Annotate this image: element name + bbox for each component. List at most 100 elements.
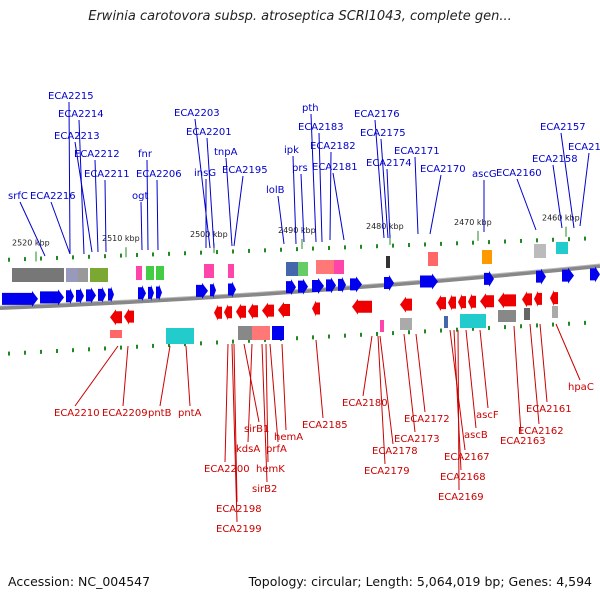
- reverse-gene-label: pntA: [178, 408, 202, 419]
- forward-gene-leader: [414, 156, 419, 235]
- scale-dot-upper: [152, 252, 154, 257]
- reverse-gene-label: ECA2163: [500, 436, 546, 447]
- annotation-block: [238, 326, 252, 340]
- reverse-gene-arrow: [352, 298, 372, 315]
- forward-gene-arrow: [138, 285, 146, 302]
- reverse-gene-leader: [74, 345, 119, 407]
- annotation-block: [90, 268, 108, 282]
- annotation-block: [12, 268, 64, 282]
- scale-dot-upper: [296, 247, 298, 252]
- forward-gene-arrow: [350, 276, 362, 293]
- annotation-block: [334, 260, 344, 274]
- scale-dot-upper: [520, 238, 522, 243]
- reverse-gene-arrow: [224, 304, 232, 321]
- scale-dot-upper: [584, 236, 586, 241]
- reverse-gene-leader: [465, 329, 477, 429]
- reverse-gene-leader: [479, 329, 489, 409]
- forward-gene-label: tnpA: [214, 147, 238, 158]
- forward-gene-arrow: [484, 270, 494, 287]
- forward-gene-arrow: [76, 287, 84, 304]
- reverse-gene-leader: [261, 343, 268, 483]
- scale-dot-lower: [152, 343, 154, 348]
- reverse-gene-arrow: [124, 308, 134, 325]
- scale-dot-upper: [8, 257, 10, 262]
- forward-gene-leader: [225, 157, 233, 247]
- scale-dot-upper: [344, 245, 346, 250]
- forward-gene-label: ECA2182: [310, 141, 356, 152]
- forward-gene-label: ECA2183: [298, 122, 344, 133]
- forward-gene-leader: [560, 132, 575, 229]
- reverse-gene-arrow: [498, 292, 516, 309]
- scale-dot-lower: [120, 345, 122, 350]
- scale-dot-upper: [232, 249, 234, 254]
- forward-gene-label: ECA2195: [222, 165, 268, 176]
- reverse-gene-arrow: [480, 293, 494, 310]
- reverse-gene-label: ECA2167: [444, 452, 490, 463]
- scale-dot-lower: [296, 336, 298, 341]
- scale-dot-upper: [264, 248, 266, 253]
- forward-gene-label: ECA2176: [354, 109, 400, 120]
- forward-gene-arrow: [2, 290, 38, 307]
- reverse-gene-arrow: [458, 294, 466, 311]
- reverse-gene-leader: [224, 343, 229, 463]
- scale-dot-upper: [280, 247, 282, 252]
- forward-gene-leader: [516, 178, 537, 231]
- forward-gene-label: ECA2156: [568, 142, 600, 153]
- forward-gene-leader: [74, 141, 93, 253]
- reverse-gene-leader: [122, 345, 129, 407]
- reverse-gene-leader: [315, 339, 324, 419]
- reverse-gene-label: ECA2172: [404, 414, 450, 425]
- scale-dot-lower: [520, 324, 522, 329]
- annotation-block: [252, 326, 270, 340]
- scale-dot-lower: [376, 331, 378, 336]
- forward-gene-label: ECA2175: [360, 128, 406, 139]
- forward-gene-label: ECA2212: [74, 149, 120, 160]
- scale-dot-upper: [488, 240, 490, 245]
- forward-gene-label: ECA2214: [58, 109, 104, 120]
- scale-dot-lower: [312, 335, 314, 340]
- reverse-gene-label: hemA: [274, 432, 303, 443]
- forward-gene-arrow: [536, 268, 546, 285]
- forward-gene-arrow: [420, 273, 438, 290]
- scale-dot-lower: [456, 327, 458, 332]
- scale-dot-lower: [88, 347, 90, 352]
- annotation-block: [552, 306, 558, 318]
- forward-gene-leader: [386, 168, 391, 239]
- reverse-gene-leader: [379, 335, 394, 445]
- forward-gene-arrow: [40, 289, 64, 306]
- scale-dot-upper: [552, 237, 554, 242]
- reverse-gene-leader: [185, 345, 191, 407]
- reverse-gene-label: ECA2162: [518, 426, 564, 437]
- forward-gene-leader: [50, 201, 71, 255]
- forward-gene-label: ECA2211: [84, 169, 130, 180]
- forward-gene-leader: [318, 132, 323, 243]
- forward-gene-leader: [68, 101, 71, 255]
- scale-dot-upper: [40, 256, 42, 261]
- forward-gene-leader: [233, 175, 244, 247]
- annotation-block: [66, 268, 78, 282]
- scale-dot-lower: [72, 348, 74, 353]
- forward-gene-arrow: [384, 275, 394, 291]
- forward-gene-label: ECA2158: [532, 154, 578, 165]
- annotation-block: [136, 266, 142, 280]
- reverse-gene-leader: [243, 343, 260, 423]
- tick-label: 2490 kbp: [278, 226, 316, 235]
- reverse-gene-leader: [231, 343, 238, 523]
- reverse-gene-label: ECA2210: [54, 408, 100, 419]
- scale-dot-upper: [456, 241, 458, 246]
- annotation-block: [272, 326, 284, 340]
- forward-gene-leader: [292, 155, 297, 245]
- reverse-gene-arrow: [550, 290, 558, 307]
- reverse-gene-leader: [247, 343, 253, 443]
- forward-gene-label: pth: [302, 103, 319, 114]
- scale-dot-lower: [104, 346, 106, 351]
- scale-dot-lower: [440, 328, 442, 333]
- scale-dot-lower: [328, 334, 330, 339]
- scale-dot-lower: [248, 338, 250, 343]
- reverse-gene-arrow: [214, 304, 222, 321]
- reverse-gene-arrow: [468, 293, 476, 310]
- scale-dot-upper: [472, 240, 474, 245]
- reverse-gene-leader: [159, 345, 171, 407]
- reverse-gene-arrow: [534, 290, 542, 307]
- reverse-gene-leader: [403, 333, 416, 433]
